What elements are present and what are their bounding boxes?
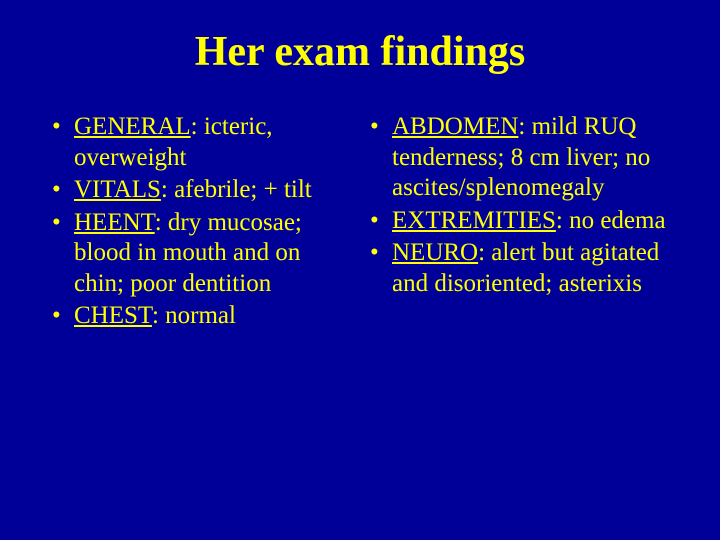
slide: Her exam findings • GENERAL: icteric, ov… [0, 0, 720, 540]
item-label: VITALS [74, 176, 161, 203]
bullet-icon: • [366, 206, 392, 237]
bullet-icon: • [48, 301, 74, 332]
item-text: HEENT: dry mucosae; blood in mouth and o… [74, 208, 354, 300]
item-label: EXTREMITIES [392, 207, 556, 234]
item-text: CHEST: normal [74, 301, 354, 332]
bullet-icon: • [366, 112, 392, 204]
bullet-icon: • [366, 238, 392, 299]
right-column: • ABDOMEN: mild RUQ tenderness; 8 cm liv… [366, 112, 672, 334]
left-column: • GENERAL: icteric, overweight • VITALS:… [48, 112, 354, 334]
slide-title: Her exam findings [48, 28, 672, 76]
item-text: NEURO: alert but agitated and disoriente… [392, 238, 672, 299]
item-detail: : no edema [556, 207, 666, 234]
list-item: • EXTREMITIES: no edema [366, 206, 672, 237]
item-text: EXTREMITIES: no edema [392, 206, 672, 237]
item-detail: : afebrile; + tilt [161, 176, 312, 203]
bullet-icon: • [48, 208, 74, 300]
bullet-icon: • [48, 112, 74, 173]
item-text: GENERAL: icteric, overweight [74, 112, 354, 173]
list-item: • NEURO: alert but agitated and disorien… [366, 238, 672, 299]
content-columns: • GENERAL: icteric, overweight • VITALS:… [48, 112, 672, 334]
list-item: • ABDOMEN: mild RUQ tenderness; 8 cm liv… [366, 112, 672, 204]
item-label: GENERAL [74, 113, 191, 140]
list-item: • GENERAL: icteric, overweight [48, 112, 354, 173]
item-label: NEURO [392, 239, 478, 266]
item-text: ABDOMEN: mild RUQ tenderness; 8 cm liver… [392, 112, 672, 204]
item-text: VITALS: afebrile; + tilt [74, 175, 354, 206]
item-label: HEENT [74, 209, 155, 236]
list-item: • HEENT: dry mucosae; blood in mouth and… [48, 208, 354, 300]
bullet-icon: • [48, 175, 74, 206]
item-label: ABDOMEN [392, 113, 518, 140]
item-detail: : normal [152, 302, 236, 329]
list-item: • CHEST: normal [48, 301, 354, 332]
item-label: CHEST [74, 302, 152, 329]
list-item: • VITALS: afebrile; + tilt [48, 175, 354, 206]
